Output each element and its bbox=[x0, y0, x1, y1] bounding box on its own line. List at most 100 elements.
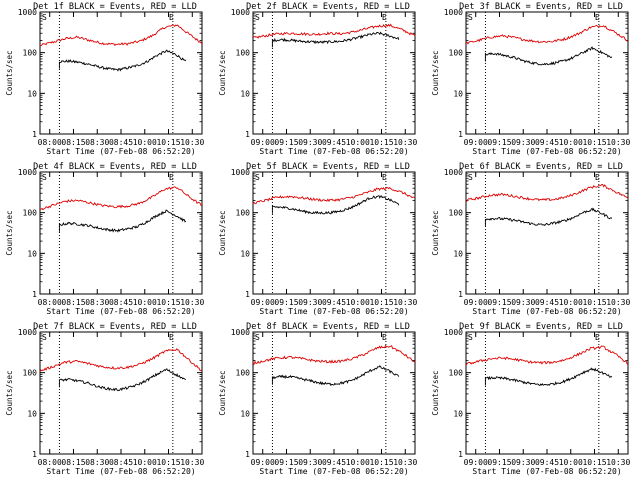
x-axis-label: Start Time (07-Feb-08 06:52:20) bbox=[259, 307, 408, 316]
detector-panel-7: Det 7f BLACK = Events, RED = LLD 1 10 100 10… bbox=[5, 322, 204, 476]
x-tick-label: 09:30 bbox=[511, 298, 535, 307]
y-tick-label: 1000 bbox=[18, 328, 37, 337]
y-axis-label: Counts/sec bbox=[5, 50, 14, 95]
x-tick-label: 09:45 bbox=[535, 298, 559, 307]
x-tick-label: 09:45 bbox=[322, 138, 346, 147]
x-axis-label: Start Time (07-Feb-08 06:52:20) bbox=[259, 147, 408, 156]
y-tick-label: 1000 bbox=[444, 328, 463, 337]
x-tick-label: 10:30 bbox=[180, 138, 204, 147]
series-events-line bbox=[58, 49, 187, 72]
y-axis-label: Counts/sec bbox=[5, 210, 14, 255]
x-tick-label: 09:30 bbox=[298, 458, 322, 467]
series-events-line bbox=[271, 195, 400, 215]
x-tick-label: 10:00 bbox=[559, 458, 583, 467]
x-tick-label: 10:30 bbox=[606, 458, 630, 467]
series-events-line bbox=[484, 367, 613, 387]
x-tick-label: 10:00 bbox=[346, 298, 370, 307]
series-events-line bbox=[271, 365, 400, 387]
start-marker: S bbox=[255, 173, 260, 182]
x-axis-label: Start Time (07-Feb-08 06:52:20) bbox=[472, 147, 621, 156]
end-marker: E bbox=[169, 13, 174, 22]
panel-title: Det 4f BLACK = Events, RED = LLD bbox=[33, 162, 197, 172]
detector-panel-3: Det 3f BLACK = Events, RED = LLD 1 10 100 10… bbox=[431, 2, 630, 156]
x-tick-label: 10:15 bbox=[582, 298, 606, 307]
x-tick-label: 09:00 bbox=[464, 458, 488, 467]
x-tick-label: 08:15 bbox=[61, 458, 85, 467]
y-tick-label: 10 bbox=[240, 409, 250, 418]
y-tick-label: 1000 bbox=[444, 168, 463, 177]
x-tick-label: 10:30 bbox=[180, 298, 204, 307]
detector-panel-6: Det 6f BLACK = Events, RED = LLD 1 10 100 10… bbox=[431, 162, 630, 316]
x-tick-label: 08:15 bbox=[61, 138, 85, 147]
x-tick-label: 10:30 bbox=[606, 298, 630, 307]
panel-title: Det 5f BLACK = Events, RED = LLD bbox=[246, 162, 410, 172]
y-tick-label: 1 bbox=[245, 290, 250, 299]
y-tick-label: 1000 bbox=[18, 8, 37, 17]
y-tick-label: 1 bbox=[458, 450, 463, 459]
start-marker: S bbox=[468, 333, 473, 342]
x-tick-label: 08:00 bbox=[38, 458, 62, 467]
y-tick-label: 1 bbox=[245, 450, 250, 459]
series-lld-line bbox=[39, 348, 203, 373]
series-lld-line bbox=[465, 345, 629, 366]
x-tick-label: 10:00 bbox=[133, 138, 157, 147]
panel-title: Det 8f BLACK = Events, RED = LLD bbox=[246, 322, 410, 332]
x-tick-label: 09:00 bbox=[251, 298, 275, 307]
plot-frame bbox=[465, 11, 629, 135]
x-tick-label: 09:45 bbox=[322, 458, 346, 467]
y-tick-label: 10 bbox=[27, 89, 37, 98]
x-tick-label: 09:15 bbox=[487, 298, 511, 307]
y-axis-label: Counts/sec bbox=[5, 370, 14, 415]
x-tick-label: 08:45 bbox=[109, 458, 133, 467]
y-tick-label: 1 bbox=[32, 130, 37, 139]
start-marker: S bbox=[42, 13, 47, 22]
x-tick-label: 09:30 bbox=[298, 298, 322, 307]
end-marker: E bbox=[169, 173, 174, 182]
plot-frame bbox=[252, 171, 416, 295]
end-marker: E bbox=[595, 13, 600, 22]
x-tick-label: 10:00 bbox=[559, 298, 583, 307]
x-tick-label: 10:00 bbox=[133, 458, 157, 467]
detector-panel-1: Det 1f BLACK = Events, RED = LLD 1 10 100 10… bbox=[5, 2, 204, 156]
x-tick-label: 10:30 bbox=[180, 458, 204, 467]
series-lld-line bbox=[39, 24, 203, 47]
y-tick-label: 1000 bbox=[18, 168, 37, 177]
x-tick-label: 09:15 bbox=[274, 298, 298, 307]
x-tick-label: 09:45 bbox=[322, 298, 346, 307]
start-marker: S bbox=[255, 13, 260, 22]
panel-title: Det 3f BLACK = Events, RED = LLD bbox=[459, 2, 623, 12]
x-tick-label: 08:45 bbox=[109, 138, 133, 147]
y-tick-label: 100 bbox=[236, 49, 251, 58]
x-tick-label: 10:30 bbox=[606, 138, 630, 147]
plot-frame bbox=[39, 171, 203, 295]
x-tick-label: 09:00 bbox=[251, 458, 275, 467]
x-axis-label: Start Time (07-Feb-08 06:52:20) bbox=[46, 307, 195, 316]
x-axis-label: Start Time (07-Feb-08 06:52:20) bbox=[259, 467, 408, 476]
y-tick-label: 1 bbox=[458, 130, 463, 139]
y-tick-label: 10 bbox=[240, 89, 250, 98]
x-tick-label: 08:30 bbox=[85, 138, 109, 147]
x-tick-label: 10:15 bbox=[582, 138, 606, 147]
detector-panel-8: Det 8f BLACK = Events, RED = LLD 1 10 100 10… bbox=[218, 322, 417, 476]
detector-panel-9: Det 9f BLACK = Events, RED = LLD 1 10 100 10… bbox=[431, 322, 630, 476]
x-tick-label: 10:00 bbox=[133, 298, 157, 307]
detector-panel-2: Det 2f BLACK = Events, RED = LLD 1 10 100 10… bbox=[218, 2, 417, 156]
start-marker: S bbox=[42, 173, 47, 182]
detector-panel-4: Det 4f BLACK = Events, RED = LLD 1 10 100 10… bbox=[5, 162, 204, 316]
y-tick-label: 100 bbox=[23, 49, 38, 58]
y-tick-label: 100 bbox=[236, 369, 251, 378]
y-tick-label: 100 bbox=[23, 209, 38, 218]
series-lld-line bbox=[252, 344, 416, 366]
x-tick-label: 10:00 bbox=[559, 138, 583, 147]
x-tick-label: 09:15 bbox=[487, 138, 511, 147]
x-tick-label: 09:00 bbox=[251, 138, 275, 147]
y-tick-label: 100 bbox=[449, 209, 464, 218]
y-tick-label: 1 bbox=[245, 130, 250, 139]
plot-frame bbox=[252, 331, 416, 455]
start-marker: S bbox=[468, 13, 473, 22]
x-tick-label: 09:00 bbox=[464, 298, 488, 307]
end-marker: E bbox=[382, 173, 387, 182]
x-tick-label: 10:30 bbox=[393, 298, 417, 307]
x-tick-label: 10:15 bbox=[156, 458, 180, 467]
y-axis-label: Counts/sec bbox=[218, 370, 227, 415]
